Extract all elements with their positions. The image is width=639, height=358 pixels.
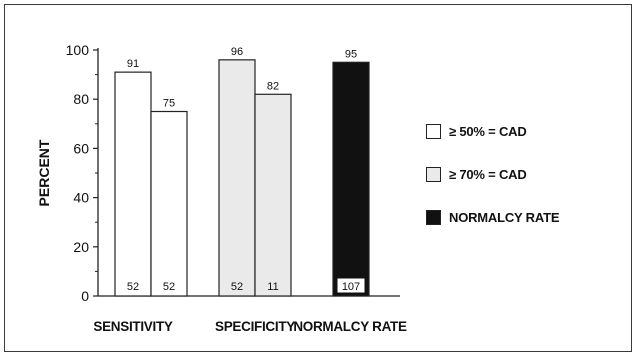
legend-item-normalcy: NORMALCY RATE: [426, 206, 560, 228]
y-tick-label: 40: [73, 190, 89, 206]
bar-count-label: 52: [127, 281, 139, 293]
legend: ≥ 50% = CAD ≥ 70% = CAD NORMALCY RATE: [426, 120, 560, 249]
y-tick-label: 0: [81, 288, 89, 304]
bar-1-0: [218, 59, 256, 297]
legend-label-normalcy: NORMALCY RATE: [449, 209, 560, 225]
legend-swatch-70: [426, 166, 441, 182]
legend-label-70: ≥ 70% = CAD: [449, 166, 527, 182]
x-category-label: NORMALCY RATE: [293, 319, 407, 334]
y-axis-label: PERCENT: [36, 139, 52, 206]
y-tick-label: 60: [73, 140, 89, 156]
y-tick-label: 20: [73, 239, 89, 255]
y-tick-label: 100: [66, 42, 90, 58]
bar-value-label: 91: [127, 58, 139, 70]
legend-label-50: ≥ 50% = CAD: [449, 123, 527, 139]
bar-1-1: [254, 93, 292, 297]
x-category-label: SPECIFICITY: [215, 319, 295, 334]
bar-value-label: 75: [163, 98, 175, 110]
bar-count-label: 52: [163, 281, 175, 293]
legend-item-50: ≥ 50% = CAD: [426, 120, 559, 142]
chart-frame: [4, 4, 632, 352]
bar-count-label: 11: [267, 281, 278, 293]
count-label-box: [336, 277, 366, 294]
bar-value-label: 95: [345, 48, 357, 60]
bar-0-1: [150, 110, 188, 297]
legend-swatch-50: [426, 123, 441, 139]
legend-swatch-normalcy: [426, 209, 441, 225]
bar-0-0: [114, 71, 152, 297]
bar-value-label: 96: [231, 46, 243, 58]
y-tick-label: 80: [73, 91, 89, 107]
bar-value-label: 82: [267, 80, 279, 92]
legend-item-70: ≥ 70% = CAD: [426, 163, 559, 185]
x-category-label: SENSITIVITY: [93, 319, 173, 334]
bar-count-label: 107: [342, 281, 360, 293]
bar-2-2: [332, 61, 370, 297]
bar-count-label: 52: [231, 281, 243, 293]
